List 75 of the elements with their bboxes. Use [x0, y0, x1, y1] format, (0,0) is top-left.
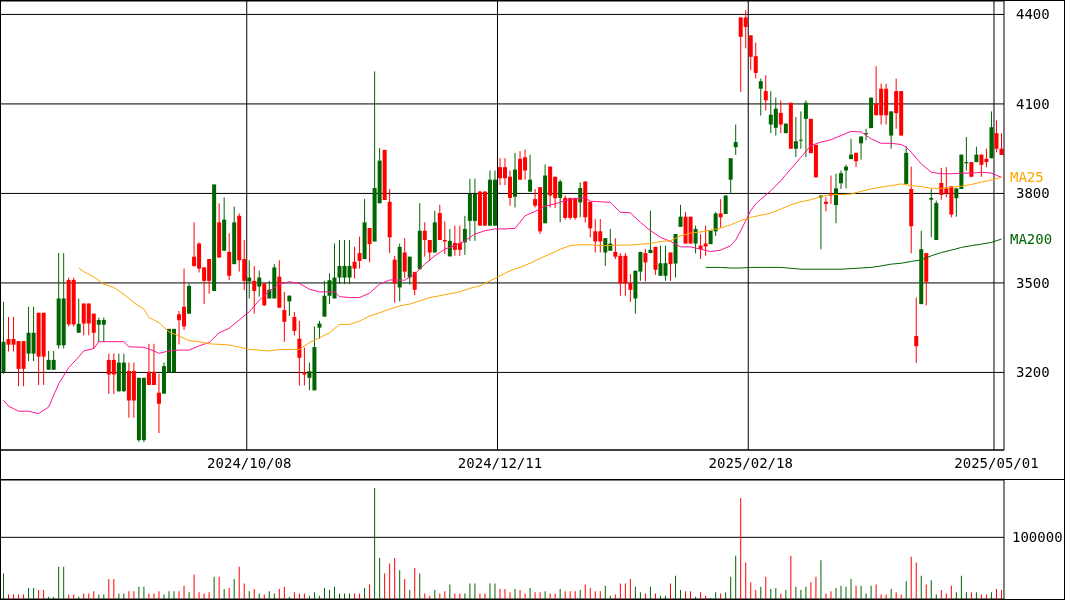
candlestick	[713, 211, 718, 237]
candlestick	[227, 232, 232, 281]
candlestick	[763, 74, 768, 111]
y-tick-label: 4400	[1016, 6, 1050, 23]
candlestick	[593, 218, 598, 253]
candlestick	[151, 343, 156, 386]
candlestick	[859, 135, 864, 161]
candlestick	[703, 225, 708, 257]
candlestick	[407, 256, 412, 286]
candlestick	[798, 110, 803, 150]
x-tick-label: 2024/12/11	[457, 454, 543, 471]
candlestick	[914, 297, 919, 364]
candlestick	[803, 99, 808, 158]
candlestick	[192, 221, 197, 268]
candlestick	[939, 167, 944, 201]
y-tick-label: 3200	[1016, 364, 1050, 381]
candlestick	[322, 280, 327, 318]
candlestick	[643, 248, 648, 282]
candlestick	[302, 347, 307, 387]
candlestick	[693, 225, 698, 254]
candlestick	[728, 157, 733, 195]
candlestick	[111, 353, 116, 395]
candlestick	[793, 116, 798, 158]
candlestick	[833, 173, 838, 224]
candlestick	[668, 252, 673, 282]
candlestick	[528, 154, 533, 193]
candlestick	[603, 237, 608, 267]
candlestick	[648, 210, 653, 254]
candlestick	[823, 196, 828, 212]
candlestick	[518, 150, 523, 181]
y-tick-label: 3500	[1016, 274, 1050, 291]
candlestick	[156, 373, 161, 434]
candlestick	[653, 246, 658, 276]
x-tick-label: 2024/10/08	[207, 454, 292, 471]
candlestick	[292, 311, 297, 336]
candlestick	[743, 9, 748, 49]
line-series	[3, 130, 1002, 415]
candlestick	[51, 350, 56, 371]
candlestick	[733, 124, 738, 156]
candlestick	[678, 204, 683, 228]
x-tick-label: 2025/05/01	[954, 454, 1039, 471]
y-tick-label: 4100	[1016, 95, 1050, 112]
series-label: MA25	[1010, 168, 1044, 187]
candlestick	[327, 272, 332, 305]
candlestick	[177, 310, 182, 345]
candlestick	[297, 320, 302, 387]
candlestick	[658, 245, 663, 277]
candlestick	[392, 255, 397, 304]
candlestick	[101, 317, 106, 343]
candlestick	[347, 239, 352, 285]
y-tick-label: 3800	[1016, 185, 1050, 202]
candlestick	[758, 78, 763, 117]
candlestick	[76, 297, 81, 334]
candlestick	[257, 270, 262, 298]
candlestick	[999, 132, 1004, 156]
series-label: MA200	[1010, 230, 1053, 249]
candlestick	[282, 291, 287, 343]
candlestick	[773, 97, 778, 137]
candlestick	[718, 198, 723, 228]
candlestick	[839, 169, 844, 190]
x-tick-label: 2025/02/18	[708, 454, 793, 471]
candlestick	[357, 236, 362, 270]
candlestick	[252, 265, 257, 315]
candlestick	[929, 188, 934, 238]
candlestick	[563, 195, 568, 221]
candlestick	[402, 237, 407, 279]
candlestick	[994, 119, 999, 153]
candlestick	[778, 99, 783, 134]
y-tick-label: 100000	[1012, 529, 1063, 546]
candlestick	[367, 227, 372, 263]
candlestick	[352, 246, 357, 279]
candlestick	[31, 306, 36, 362]
candlestick	[422, 221, 427, 258]
candlestick	[558, 179, 563, 223]
candlestick	[874, 65, 879, 116]
